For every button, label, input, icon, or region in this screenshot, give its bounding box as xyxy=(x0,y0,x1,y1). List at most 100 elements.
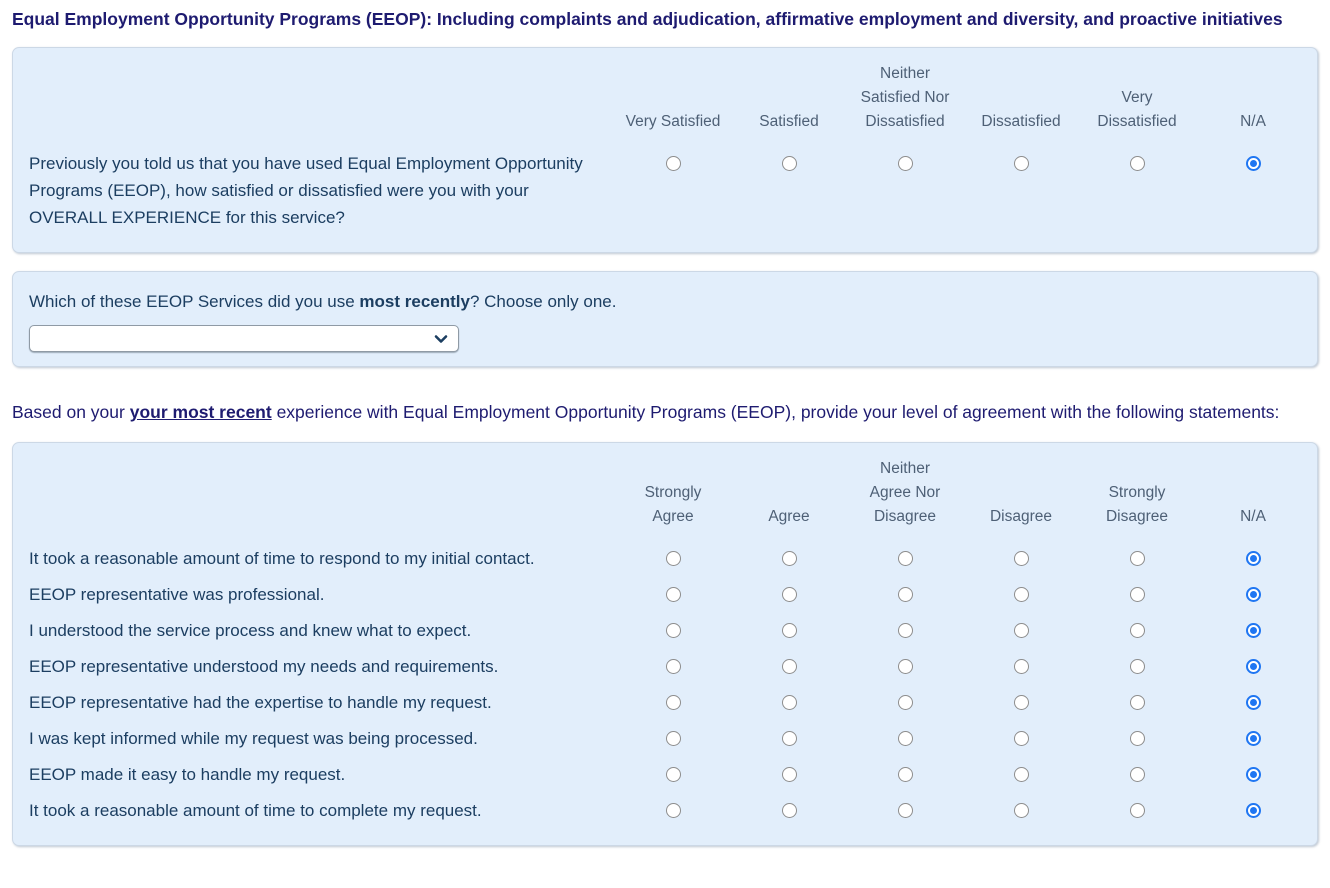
column-header-neither-agree: Neither Agree Nor Disagree xyxy=(869,460,941,525)
satisfaction-matrix: Very Satisfied Satisfied Neither Satisfi… xyxy=(29,62,1311,236)
radio-cell xyxy=(1079,541,1195,571)
column-header-na: N/A xyxy=(1240,113,1266,130)
radio-strongly-disagree[interactable] xyxy=(1129,587,1145,602)
radio-strongly-agree[interactable] xyxy=(665,731,681,746)
radio-cell xyxy=(731,793,847,823)
radio-agree[interactable] xyxy=(781,767,797,782)
radio-disagree[interactable] xyxy=(1013,767,1029,782)
radio-strongly-agree[interactable] xyxy=(665,659,681,674)
radio-strongly-agree[interactable] xyxy=(665,551,681,566)
radio-cell xyxy=(1079,685,1195,715)
statement-row-6: I was kept informed while my request was… xyxy=(29,729,478,748)
radio-very-satisfied[interactable] xyxy=(665,156,681,171)
radio-na-selected[interactable] xyxy=(1245,767,1261,782)
eeop-service-select[interactable] xyxy=(29,325,459,352)
radio-neither-satisfied[interactable] xyxy=(897,156,913,171)
radio-na-selected[interactable] xyxy=(1245,551,1261,566)
radio-cell xyxy=(615,685,731,715)
radio-na-selected[interactable] xyxy=(1245,803,1261,818)
radio-very-dissatisfied[interactable] xyxy=(1129,156,1145,171)
radio-disagree[interactable] xyxy=(1013,551,1029,566)
radio-neither[interactable] xyxy=(897,587,913,602)
radio-neither[interactable] xyxy=(897,767,913,782)
radio-cell xyxy=(1195,577,1311,607)
radio-disagree[interactable] xyxy=(1013,659,1029,674)
radio-disagree[interactable] xyxy=(1013,731,1029,746)
column-header-disagree: Disagree xyxy=(989,508,1053,525)
radio-strongly-disagree[interactable] xyxy=(1129,623,1145,638)
radio-disagree[interactable] xyxy=(1013,587,1029,602)
radio-cell xyxy=(1079,757,1195,787)
radio-strongly-agree[interactable] xyxy=(665,587,681,602)
radio-na-selected[interactable] xyxy=(1245,659,1261,674)
radio-agree[interactable] xyxy=(781,551,797,566)
radio-na-selected[interactable] xyxy=(1245,587,1261,602)
agreement-matrix: Strongly Agree Agree Neither Agree Nor D… xyxy=(29,457,1311,829)
agreement-intro-suffix: experience with Equal Employment Opportu… xyxy=(271,402,1280,422)
radio-strongly-agree[interactable] xyxy=(665,623,681,638)
statement-row-4: EEOP representative understood my needs … xyxy=(29,657,499,676)
statement-row-3: I understood the service process and kne… xyxy=(29,621,472,640)
radio-cell xyxy=(731,613,847,643)
chevron-down-icon xyxy=(434,334,448,344)
radio-disagree[interactable] xyxy=(1013,695,1029,710)
radio-cell xyxy=(1079,793,1195,823)
radio-neither[interactable] xyxy=(897,731,913,746)
radio-na-selected[interactable] xyxy=(1245,731,1261,746)
statement-row-1: It took a reasonable amount of time to r… xyxy=(29,549,535,568)
agreement-intro-emphasis: your most recent xyxy=(129,402,272,422)
radio-neither[interactable] xyxy=(897,623,913,638)
radio-cell xyxy=(615,649,731,679)
radio-cell xyxy=(963,577,1079,607)
radio-strongly-disagree[interactable] xyxy=(1129,731,1145,746)
radio-strongly-disagree[interactable] xyxy=(1129,659,1145,674)
radio-strongly-disagree[interactable] xyxy=(1129,551,1145,566)
radio-neither[interactable] xyxy=(897,803,913,818)
service-question-prefix: Which of these EEOP Services did you use xyxy=(29,292,360,311)
radio-agree[interactable] xyxy=(781,659,797,674)
radio-neither[interactable] xyxy=(897,551,913,566)
radio-agree[interactable] xyxy=(781,731,797,746)
column-header-strongly-disagree: Strongly Disagree xyxy=(1105,484,1169,525)
radio-cell xyxy=(963,541,1079,571)
radio-cell xyxy=(1195,613,1311,643)
radio-strongly-agree[interactable] xyxy=(665,695,681,710)
radio-cell xyxy=(1079,649,1195,679)
service-question-emphasis: most recently xyxy=(359,292,470,311)
radio-cell xyxy=(615,793,731,823)
radio-cell xyxy=(615,146,731,176)
radio-disagree[interactable] xyxy=(1013,803,1029,818)
radio-cell xyxy=(731,649,847,679)
radio-cell xyxy=(847,649,963,679)
agreement-intro-text: Based on your your most recent experienc… xyxy=(12,399,1318,426)
survey-page: Equal Employment Opportunity Programs (E… xyxy=(12,9,1318,846)
radio-cell xyxy=(1195,649,1311,679)
radio-cell xyxy=(847,541,963,571)
radio-strongly-disagree[interactable] xyxy=(1129,695,1145,710)
radio-neither[interactable] xyxy=(897,695,913,710)
radio-strongly-disagree[interactable] xyxy=(1129,767,1145,782)
radio-dissatisfied[interactable] xyxy=(1013,156,1029,171)
radio-agree[interactable] xyxy=(781,803,797,818)
radio-strongly-agree[interactable] xyxy=(665,803,681,818)
radio-agree[interactable] xyxy=(781,623,797,638)
column-header-strongly-agree: Strongly Agree xyxy=(644,484,702,525)
radio-strongly-disagree[interactable] xyxy=(1129,803,1145,818)
radio-cell xyxy=(615,541,731,571)
radio-neither[interactable] xyxy=(897,659,913,674)
radio-satisfied[interactable] xyxy=(781,156,797,171)
radio-agree[interactable] xyxy=(781,587,797,602)
column-header-very-satisfied: Very Satisfied xyxy=(625,113,721,130)
satisfaction-panel: Very Satisfied Satisfied Neither Satisfi… xyxy=(12,47,1318,253)
radio-disagree[interactable] xyxy=(1013,623,1029,638)
radio-cell xyxy=(731,541,847,571)
column-header-dissatisfied: Dissatisfied xyxy=(981,113,1061,130)
radio-na-selected[interactable] xyxy=(1245,623,1261,638)
radio-na-selected[interactable] xyxy=(1245,695,1261,710)
radio-cell xyxy=(963,757,1079,787)
page-title: Equal Employment Opportunity Programs (E… xyxy=(12,9,1283,29)
radio-agree[interactable] xyxy=(781,695,797,710)
radio-cell xyxy=(847,793,963,823)
radio-na-selected[interactable] xyxy=(1245,156,1261,171)
radio-strongly-agree[interactable] xyxy=(665,767,681,782)
